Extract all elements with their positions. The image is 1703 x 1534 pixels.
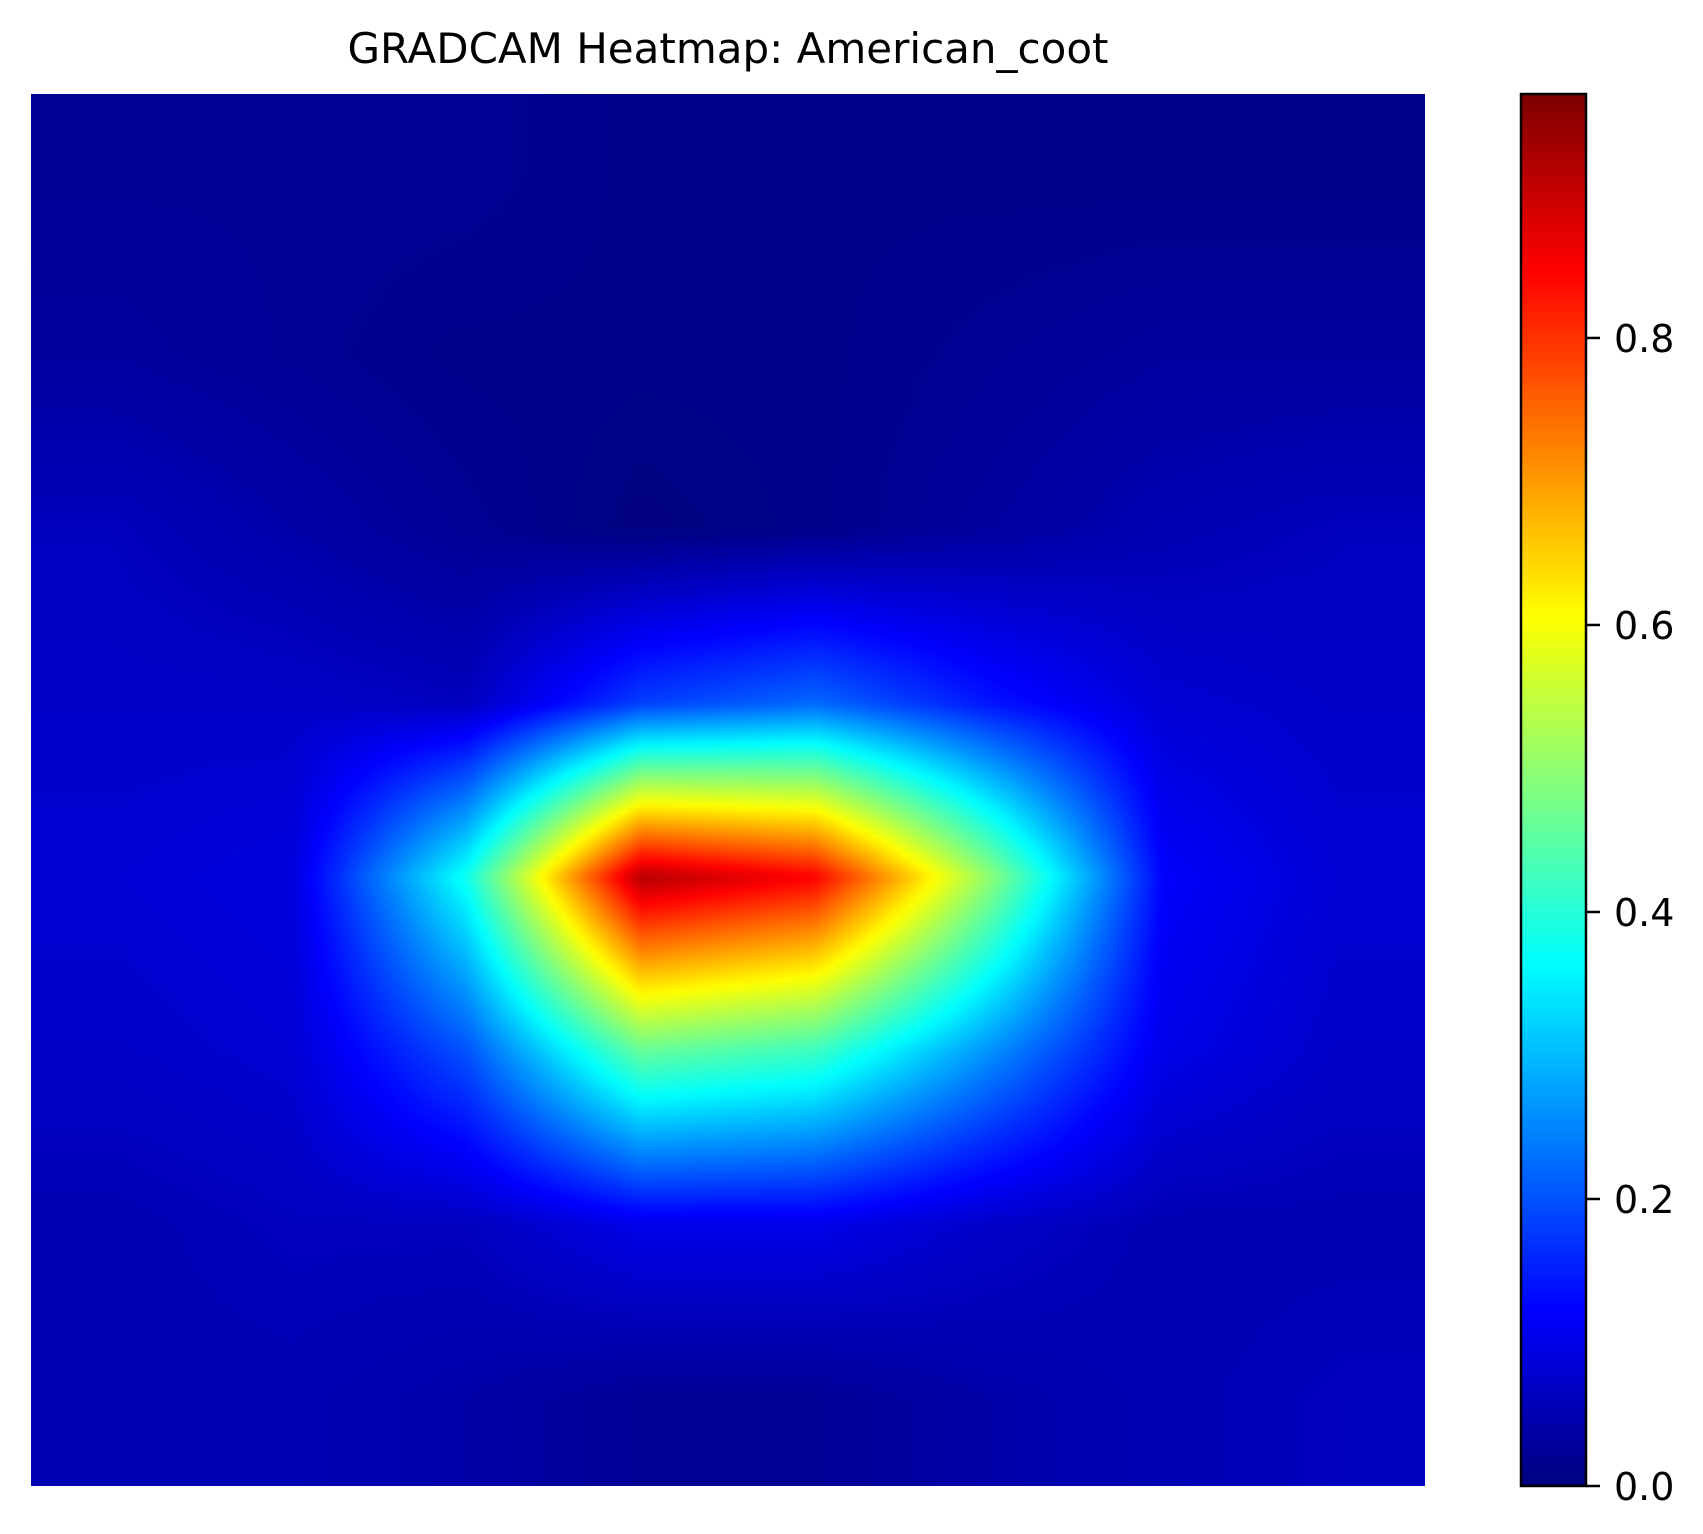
chart-title: GRADCAM Heatmap: American_coot <box>347 24 1108 73</box>
colorbar-frame <box>1519 92 1588 1488</box>
colorbar-tick-label: 0.6 <box>1614 604 1674 648</box>
colorbar-gradient <box>1521 94 1586 1486</box>
colorbar-tick-label: 0.2 <box>1614 1178 1674 1222</box>
heatmap-area <box>31 94 1425 1486</box>
colorbar-tick-label: 0.0 <box>1614 1465 1674 1509</box>
colorbar-tick-label: 0.4 <box>1614 891 1674 935</box>
heatmap-image <box>31 94 1425 1486</box>
colorbar: 0.0 0.2 0.4 0.6 0.8 <box>1519 92 1674 1509</box>
colorbar-ticks: 0.0 0.2 0.4 0.6 0.8 <box>1586 317 1674 1509</box>
colorbar-tick-label: 0.8 <box>1614 317 1674 361</box>
